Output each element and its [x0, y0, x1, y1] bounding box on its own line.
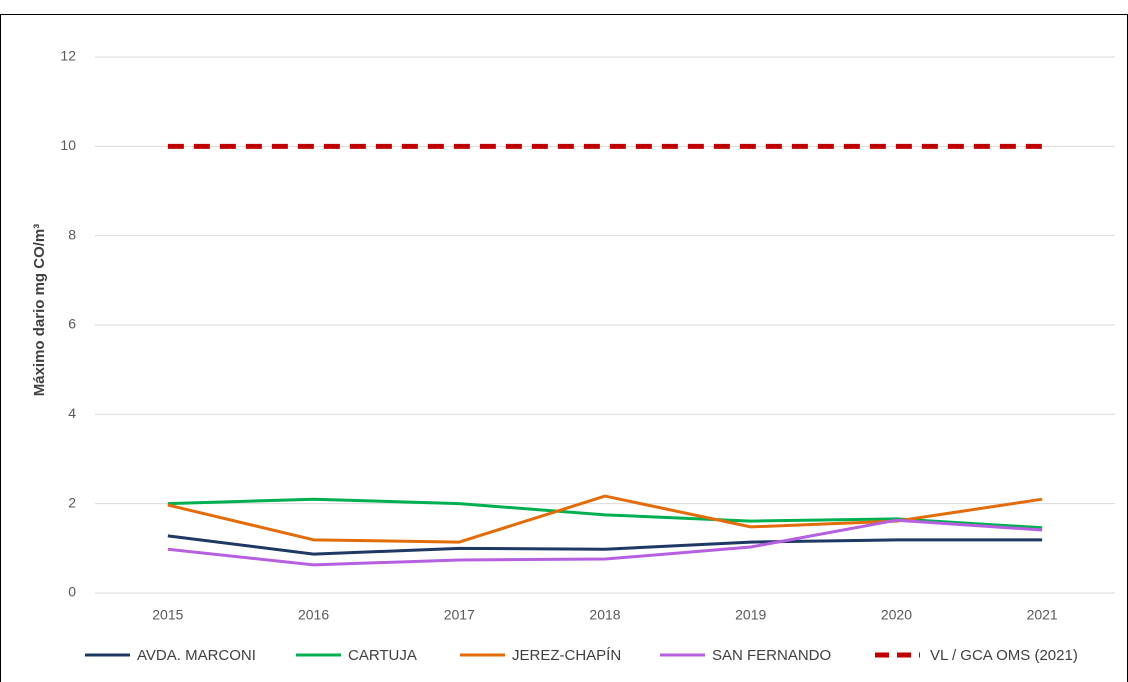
x-tick-label: 2019 [735, 607, 766, 623]
x-tick-label: 2016 [298, 607, 329, 623]
y-axis-label: Máximo dario mg CO/m³ [31, 224, 48, 397]
y-tick-label: 6 [68, 316, 76, 332]
legend-label: AVDA. MARCONI [137, 647, 256, 664]
x-tick-label: 2018 [589, 607, 620, 623]
x-tick-label: 2015 [152, 607, 183, 623]
series-line [167, 518, 1043, 567]
y-tick-label: 4 [68, 405, 76, 421]
chart-border [0, 14, 1128, 682]
x-tick-label: 2021 [1027, 607, 1058, 623]
series-line [167, 534, 1043, 556]
series-line [167, 494, 1043, 544]
y-tick-label: 2 [68, 494, 76, 510]
x-tick-label: 2017 [444, 607, 475, 623]
legend-label: CARTUJA [348, 647, 417, 664]
legend-label: JEREZ-CHAPÍN [512, 647, 621, 664]
y-tick-label: 8 [68, 226, 76, 242]
y-tick-label: 0 [68, 584, 76, 600]
y-tick-label: 12 [60, 48, 76, 64]
y-tick-label: 10 [60, 137, 76, 153]
legend-label: SAN FERNANDO [712, 647, 831, 664]
legend-label: VL / GCA OMS (2021) [930, 647, 1078, 664]
x-tick-label: 2020 [881, 607, 912, 623]
